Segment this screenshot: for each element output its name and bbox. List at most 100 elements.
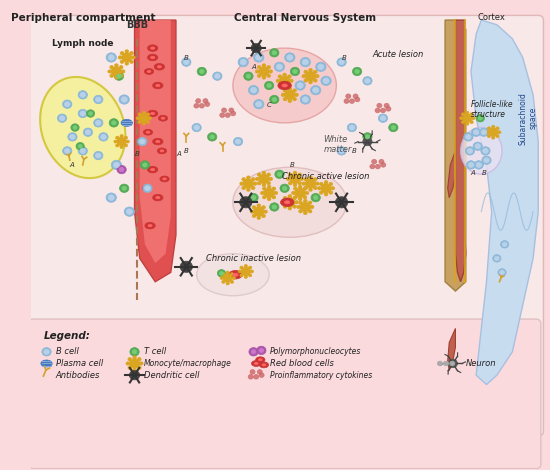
Circle shape: [143, 184, 152, 193]
Circle shape: [302, 75, 306, 78]
Circle shape: [223, 274, 232, 282]
Text: A: A: [70, 162, 75, 168]
Text: Neuron: Neuron: [466, 359, 496, 368]
Circle shape: [280, 184, 289, 193]
Circle shape: [381, 163, 386, 167]
Circle shape: [288, 207, 292, 210]
Circle shape: [207, 133, 217, 141]
Circle shape: [246, 74, 251, 78]
Circle shape: [475, 144, 481, 149]
Circle shape: [314, 178, 317, 181]
Circle shape: [305, 179, 316, 188]
Circle shape: [194, 103, 199, 108]
Circle shape: [311, 86, 321, 95]
Circle shape: [329, 191, 333, 194]
Circle shape: [349, 99, 354, 103]
Circle shape: [265, 81, 274, 90]
Circle shape: [63, 100, 72, 109]
Circle shape: [126, 140, 129, 143]
Ellipse shape: [282, 84, 287, 87]
Ellipse shape: [153, 195, 163, 201]
Circle shape: [258, 174, 269, 184]
Text: Cortex: Cortex: [478, 13, 505, 22]
Circle shape: [293, 183, 297, 187]
Circle shape: [254, 207, 264, 216]
Circle shape: [120, 60, 124, 63]
Circle shape: [363, 77, 372, 85]
Circle shape: [272, 97, 277, 102]
Circle shape: [487, 127, 491, 130]
Circle shape: [312, 87, 319, 93]
Circle shape: [293, 196, 296, 200]
Circle shape: [276, 64, 283, 70]
Ellipse shape: [144, 69, 153, 74]
Circle shape: [219, 272, 223, 275]
Circle shape: [243, 179, 254, 188]
Circle shape: [283, 205, 287, 208]
Circle shape: [113, 162, 119, 168]
Circle shape: [250, 369, 255, 374]
Circle shape: [262, 214, 265, 218]
Circle shape: [479, 128, 488, 136]
Polygon shape: [135, 20, 176, 282]
Polygon shape: [140, 20, 170, 263]
Circle shape: [304, 178, 307, 181]
Circle shape: [347, 123, 356, 132]
Circle shape: [73, 125, 77, 129]
Circle shape: [474, 130, 479, 135]
Ellipse shape: [151, 112, 155, 115]
Circle shape: [119, 95, 129, 104]
Circle shape: [324, 193, 328, 196]
Circle shape: [257, 173, 261, 176]
Ellipse shape: [158, 115, 168, 121]
Circle shape: [482, 156, 491, 164]
Circle shape: [496, 127, 499, 130]
Circle shape: [78, 144, 82, 148]
Circle shape: [118, 56, 122, 59]
Circle shape: [197, 67, 206, 76]
Circle shape: [297, 83, 303, 88]
Circle shape: [133, 356, 136, 359]
Circle shape: [146, 121, 150, 124]
Circle shape: [264, 188, 274, 197]
Circle shape: [76, 142, 84, 150]
Circle shape: [96, 120, 101, 125]
Circle shape: [117, 137, 126, 146]
Circle shape: [282, 186, 287, 190]
Ellipse shape: [147, 54, 158, 61]
Circle shape: [232, 276, 235, 280]
Circle shape: [120, 134, 123, 138]
Circle shape: [99, 133, 108, 141]
Circle shape: [488, 128, 498, 136]
Ellipse shape: [40, 77, 125, 178]
Circle shape: [83, 128, 92, 136]
Circle shape: [267, 83, 272, 87]
Circle shape: [259, 348, 263, 352]
Circle shape: [222, 281, 225, 283]
Circle shape: [200, 70, 204, 74]
Circle shape: [59, 116, 65, 121]
Ellipse shape: [151, 47, 155, 49]
Circle shape: [474, 161, 483, 169]
Circle shape: [124, 136, 128, 139]
Circle shape: [277, 172, 282, 176]
Circle shape: [203, 99, 208, 103]
Circle shape: [210, 135, 214, 139]
Text: A: A: [470, 170, 475, 176]
Circle shape: [194, 125, 200, 130]
Circle shape: [302, 182, 306, 185]
Circle shape: [116, 144, 119, 147]
Circle shape: [314, 79, 317, 82]
Circle shape: [251, 196, 256, 200]
Circle shape: [244, 265, 248, 267]
Circle shape: [78, 91, 87, 99]
Text: Peripheral compartment: Peripheral compartment: [10, 13, 155, 23]
FancyBboxPatch shape: [26, 16, 543, 436]
Circle shape: [222, 108, 227, 112]
Text: Lymph node: Lymph node: [52, 39, 113, 48]
Circle shape: [106, 193, 117, 202]
Circle shape: [86, 110, 95, 117]
Text: B: B: [290, 162, 295, 168]
Circle shape: [108, 55, 114, 60]
Circle shape: [298, 181, 301, 185]
